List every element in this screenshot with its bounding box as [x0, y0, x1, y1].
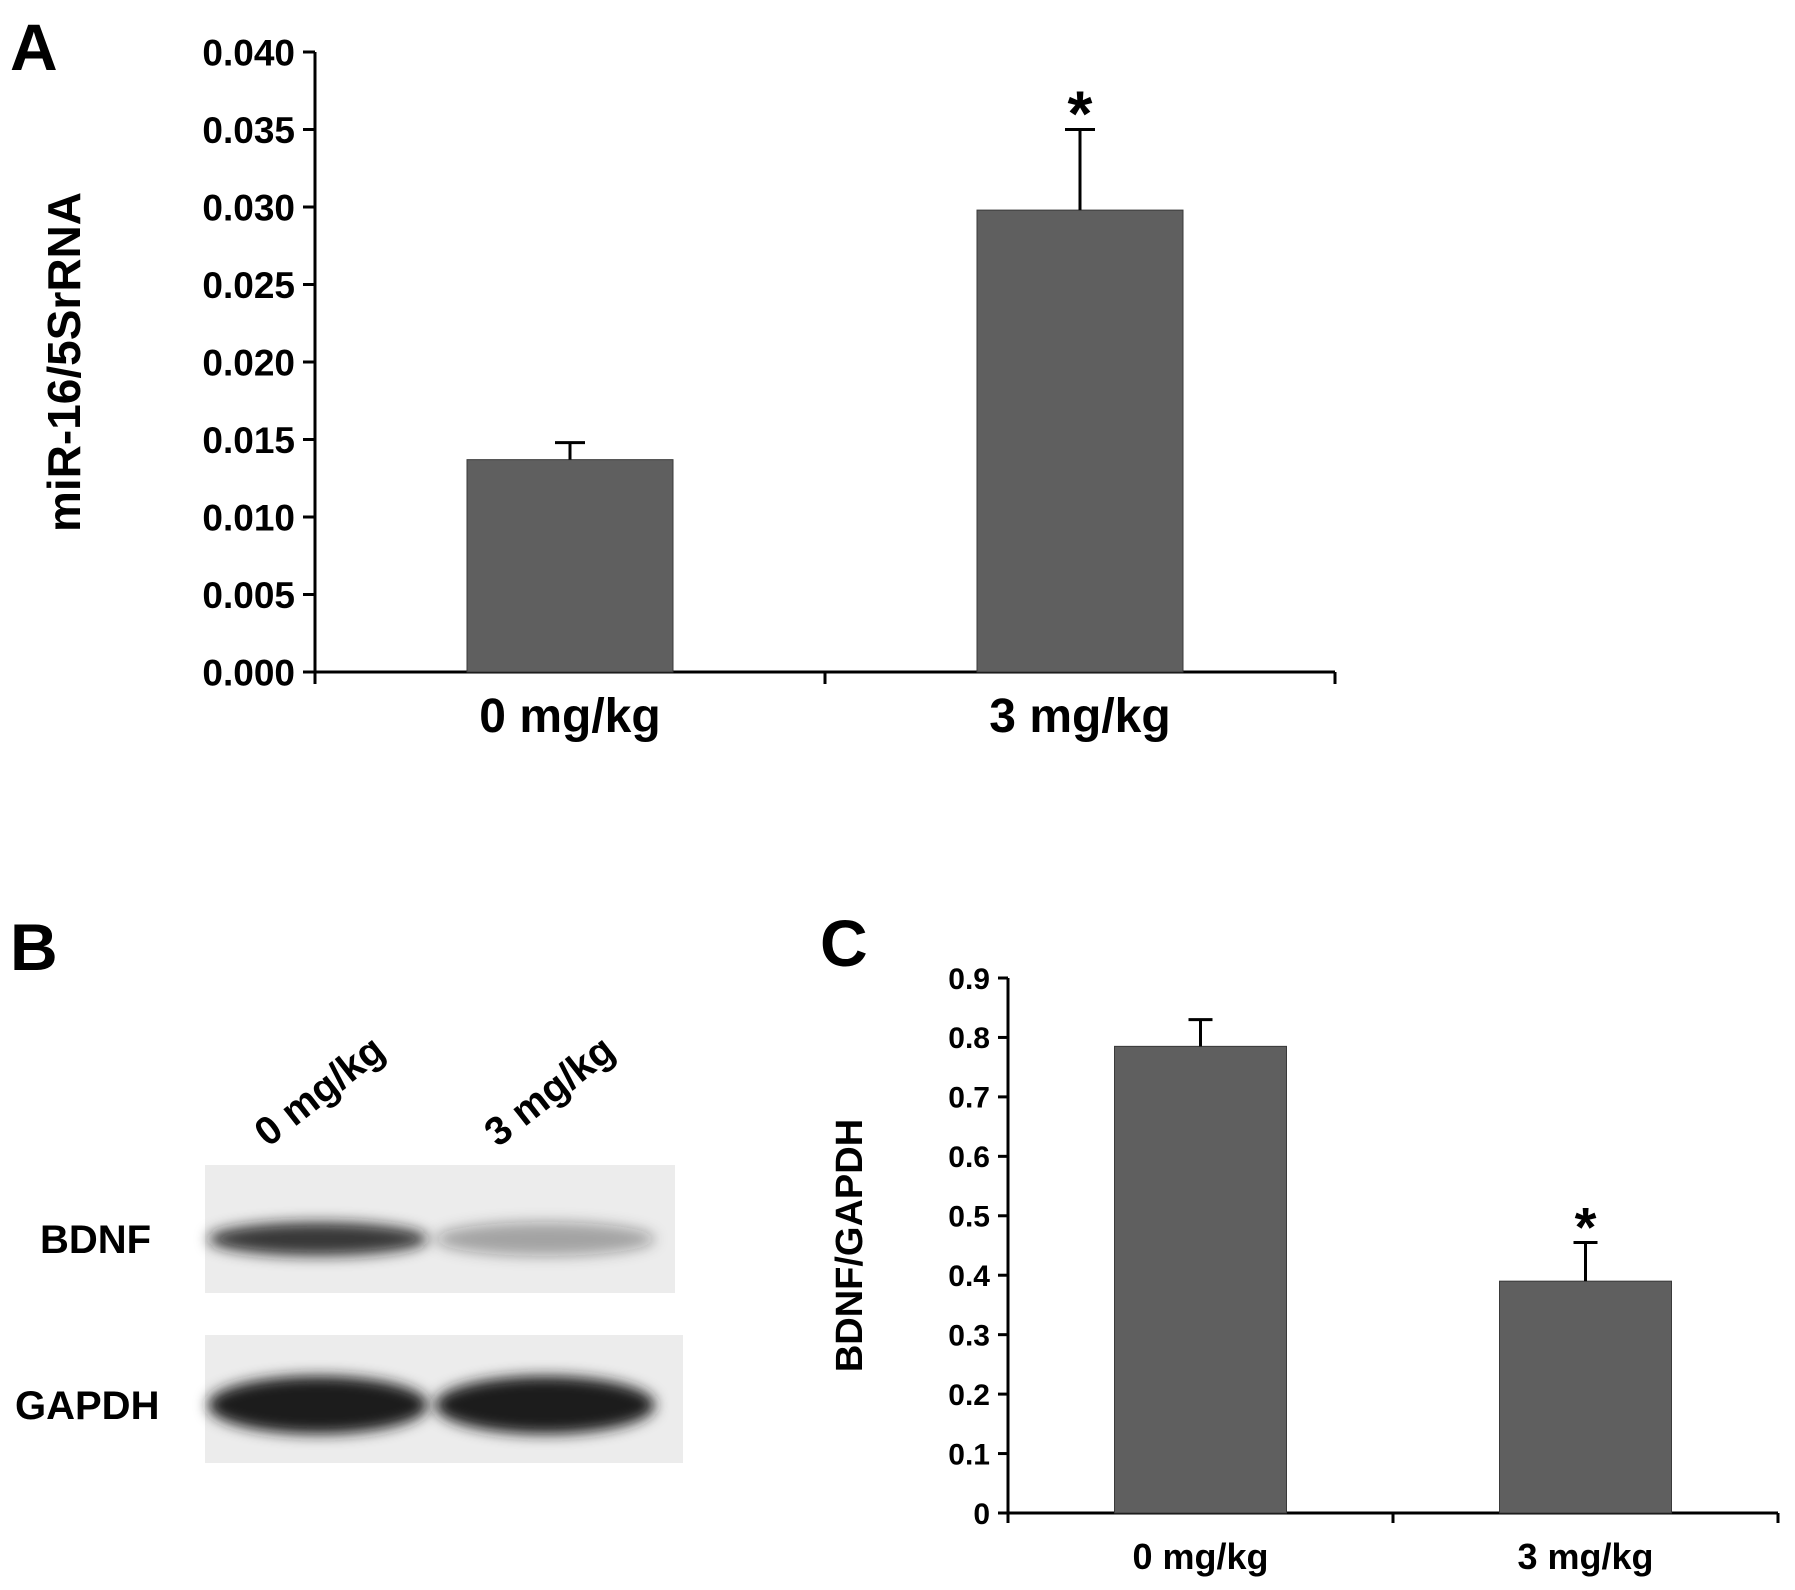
blot-band-bdnf-1 — [208, 1222, 428, 1256]
chart-a-y-tick-label: 0.025 — [202, 265, 295, 306]
chart-a-y-tick-label: 0.040 — [202, 32, 295, 73]
chart-a-y-tick-label: 0.005 — [202, 575, 295, 616]
chart-c-y-tick-label: 0.4 — [948, 1260, 990, 1293]
chart-c-y-tick-label: 0.9 — [948, 963, 990, 996]
chart-a-y-axis-label: miR-16/5SrRNA — [38, 192, 90, 532]
chart-c-y-tick-label: 0.3 — [948, 1319, 990, 1352]
chart-a-significance-marker: * — [1068, 78, 1093, 150]
chart-c-bar-2 — [1499, 1280, 1672, 1514]
chart-a-y-tick-label: 0.020 — [202, 342, 295, 383]
chart-c-y-tick-label: 0.1 — [948, 1438, 990, 1471]
blot-band-bdnf-2 — [435, 1222, 655, 1256]
chart-a-category-label-2: 3 mg/kg — [989, 690, 1170, 743]
panel-label-c: C — [820, 906, 868, 980]
chart-c-category-label-2: 3 mg/kg — [1517, 1536, 1653, 1577]
chart-a-y-tick-label: 0.035 — [202, 110, 295, 151]
chart-c-significance-marker: * — [1575, 1196, 1597, 1259]
chart-c-y-tick-label: 0.5 — [948, 1201, 990, 1234]
chart-a-y-tick-label: 0.015 — [202, 420, 295, 461]
chart-c-bar-1 — [1114, 1045, 1287, 1514]
blot-band-gapdh-2 — [435, 1376, 655, 1434]
chart-a-y-tick-label: 0.030 — [202, 187, 295, 228]
chart-a-bar-2 — [976, 209, 1184, 673]
chart-c: 0 0.1 0.2 0.3 0.4 0.5 0.6 0.7 0.8 0.9 0 mg/kg * 3 mg… — [829, 963, 1780, 1577]
chart-a: 0.000 0.005 0.010 0.015 0.020 0.025 0.030 0.035… — [38, 32, 1337, 743]
blot-row-label-bdnf: BDNF — [40, 1218, 151, 1262]
chart-a-bar-1 — [466, 459, 674, 673]
chart-c-y-tick-label: 0.8 — [948, 1022, 990, 1055]
western-blot: 0 mg/kg 3 mg/kg BDNF GAPDH — [15, 1027, 683, 1463]
panel-label-b: B — [10, 910, 58, 984]
chart-c-y-tick-label: 0 — [973, 1498, 990, 1531]
blot-row-label-gapdh: GAPDH — [15, 1384, 159, 1428]
blot-lane-label-1: 0 mg/kg — [246, 1027, 392, 1155]
panel-label-a: A — [10, 10, 58, 84]
chart-c-y-tick-label: 0.2 — [948, 1379, 990, 1412]
chart-a-category-label-1: 0 mg/kg — [479, 690, 660, 743]
chart-c-y-tick-label: 0.7 — [948, 1082, 990, 1115]
chart-c-y-tick-label: 0.6 — [948, 1141, 990, 1174]
chart-a-y-tick-label: 0.010 — [202, 497, 295, 538]
blot-band-gapdh-1 — [208, 1376, 428, 1434]
chart-c-category-label-1: 0 mg/kg — [1132, 1536, 1268, 1577]
chart-a-y-tick-label: 0.000 — [202, 652, 295, 693]
chart-c-y-axis-label: BDNF/GAPDH — [829, 1119, 871, 1372]
blot-lane-label-2: 3 mg/kg — [476, 1027, 622, 1155]
